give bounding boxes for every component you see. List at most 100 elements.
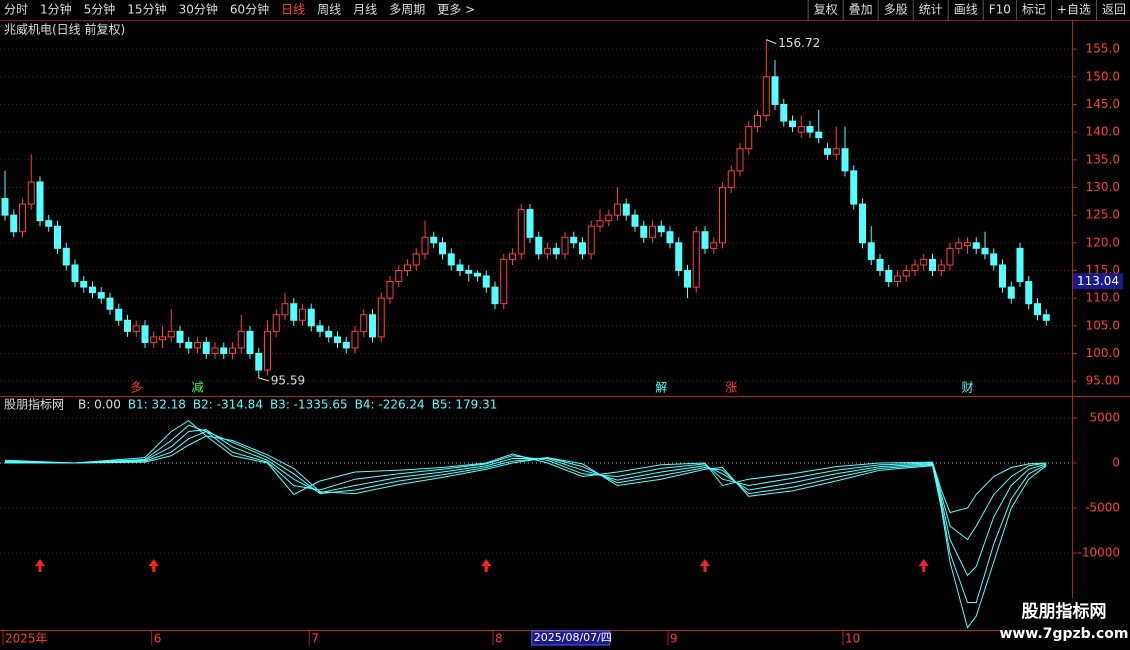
toolbar-item[interactable]: F10 bbox=[989, 3, 1011, 17]
toolbar-item[interactable]: 返回 bbox=[1102, 3, 1126, 17]
toolbar-item[interactable]: 多股 bbox=[884, 3, 908, 17]
event-marker: 减 bbox=[191, 381, 203, 395]
candle-body bbox=[631, 214, 639, 227]
candle-body bbox=[780, 103, 788, 122]
candle-body bbox=[570, 236, 578, 244]
y-tick-label: 105.0 bbox=[1086, 318, 1120, 332]
candle-body bbox=[614, 203, 621, 216]
candle-body bbox=[202, 341, 210, 354]
date-label: 8 bbox=[495, 632, 503, 646]
toolbar-item[interactable]: 日线 bbox=[281, 3, 305, 17]
candle-body bbox=[377, 297, 385, 338]
candle-body bbox=[80, 281, 88, 288]
toolbar-item[interactable]: 复权 bbox=[814, 3, 838, 17]
cursor-date: 2025/08/07/四 bbox=[534, 631, 612, 644]
candle-body bbox=[692, 231, 700, 288]
candle-body bbox=[159, 336, 166, 341]
event-marker: 解 bbox=[655, 381, 667, 395]
candle-body bbox=[605, 214, 613, 222]
event-marker: 涨 bbox=[725, 380, 737, 395]
legend-entry: B2: -314.84 bbox=[193, 398, 263, 412]
candle-body bbox=[211, 347, 219, 354]
candle-body bbox=[395, 269, 403, 283]
date-label: 10 bbox=[845, 632, 860, 646]
toolbar-item[interactable]: 5分钟 bbox=[84, 2, 116, 17]
signal-arrow bbox=[35, 559, 45, 572]
candle-body bbox=[27, 181, 35, 205]
candle-body bbox=[71, 264, 79, 283]
candle-body bbox=[832, 148, 840, 155]
candle-body bbox=[360, 314, 368, 332]
candle-body bbox=[797, 126, 805, 133]
candle-body bbox=[771, 76, 779, 105]
y-tick-label: 145.0 bbox=[1086, 97, 1120, 111]
candle-body bbox=[526, 209, 534, 238]
candle-body bbox=[316, 325, 324, 332]
signal-arrow bbox=[700, 559, 710, 572]
candle-body bbox=[972, 242, 980, 249]
candle-body bbox=[229, 347, 236, 354]
candle-body bbox=[964, 242, 971, 247]
candle-body bbox=[587, 225, 595, 255]
candle-body bbox=[946, 247, 954, 266]
toolbar-item[interactable]: 15分钟 bbox=[127, 2, 166, 17]
candle-body bbox=[1042, 314, 1050, 321]
toolbar-item[interactable]: 1分钟 bbox=[40, 2, 72, 17]
toolbar-item[interactable]: 统计 bbox=[919, 3, 943, 17]
candle-body bbox=[54, 225, 61, 249]
indicator-line bbox=[5, 435, 1047, 629]
candle-body bbox=[176, 330, 184, 343]
candle-body bbox=[675, 242, 683, 271]
candle-body bbox=[736, 148, 744, 172]
legend-entry: B: 0.00 bbox=[78, 398, 121, 412]
y-tick-label: 140.0 bbox=[1086, 125, 1120, 139]
toolbar-item[interactable]: 叠加 bbox=[849, 3, 873, 17]
candle-body bbox=[929, 258, 936, 271]
candle-body bbox=[404, 264, 411, 271]
candle-body bbox=[754, 115, 761, 128]
candle-body bbox=[465, 269, 473, 274]
candle-body bbox=[885, 269, 893, 283]
y-tick-label: 135.0 bbox=[1086, 152, 1120, 166]
candle-body bbox=[1007, 286, 1015, 299]
candle-body bbox=[509, 253, 516, 260]
candle-body bbox=[1016, 247, 1024, 283]
toolbar-item[interactable]: 月线 bbox=[353, 3, 377, 17]
toolbar-item[interactable]: 周线 bbox=[317, 3, 341, 17]
candle-body bbox=[307, 308, 315, 327]
candle-body bbox=[264, 330, 271, 371]
candle-body bbox=[902, 269, 910, 277]
toolbar-item[interactable]: 30分钟 bbox=[179, 2, 218, 17]
candle-body bbox=[824, 148, 831, 155]
candle-body bbox=[937, 264, 945, 271]
toolbar-item[interactable]: 标记 bbox=[1022, 3, 1046, 17]
toolbar-item[interactable]: 更多 > bbox=[437, 3, 475, 17]
toolbar-item[interactable]: 画线 bbox=[954, 3, 978, 17]
toolbar-item[interactable]: 多周期 bbox=[389, 3, 425, 17]
candle-body bbox=[220, 347, 228, 354]
toolbar-item[interactable]: +自选 bbox=[1057, 3, 1091, 17]
candle-body bbox=[334, 336, 341, 343]
signal-arrow bbox=[481, 559, 492, 572]
candle-body bbox=[999, 264, 1006, 288]
candle-body bbox=[491, 286, 499, 305]
legend-entry: B5: 179.31 bbox=[432, 398, 498, 412]
candle-body bbox=[237, 330, 245, 349]
candle-body bbox=[421, 236, 429, 255]
candle-body bbox=[89, 286, 96, 294]
candle-body bbox=[894, 275, 901, 283]
candle-body bbox=[45, 220, 53, 227]
candle-body bbox=[482, 275, 490, 288]
candle-body bbox=[281, 303, 289, 316]
candle-body bbox=[439, 242, 446, 255]
candle-body bbox=[867, 242, 875, 260]
low-pointer bbox=[258, 377, 269, 382]
event-marker: 财 bbox=[961, 381, 973, 395]
candle-body bbox=[106, 297, 114, 310]
toolbar-item[interactable]: 分时 bbox=[4, 3, 28, 17]
candle-body bbox=[552, 247, 560, 255]
y-tick-label: -5000 bbox=[1085, 500, 1120, 514]
candle-body bbox=[447, 253, 455, 266]
toolbar-item[interactable]: 60分钟 bbox=[230, 2, 269, 17]
candle-body bbox=[141, 325, 149, 343]
